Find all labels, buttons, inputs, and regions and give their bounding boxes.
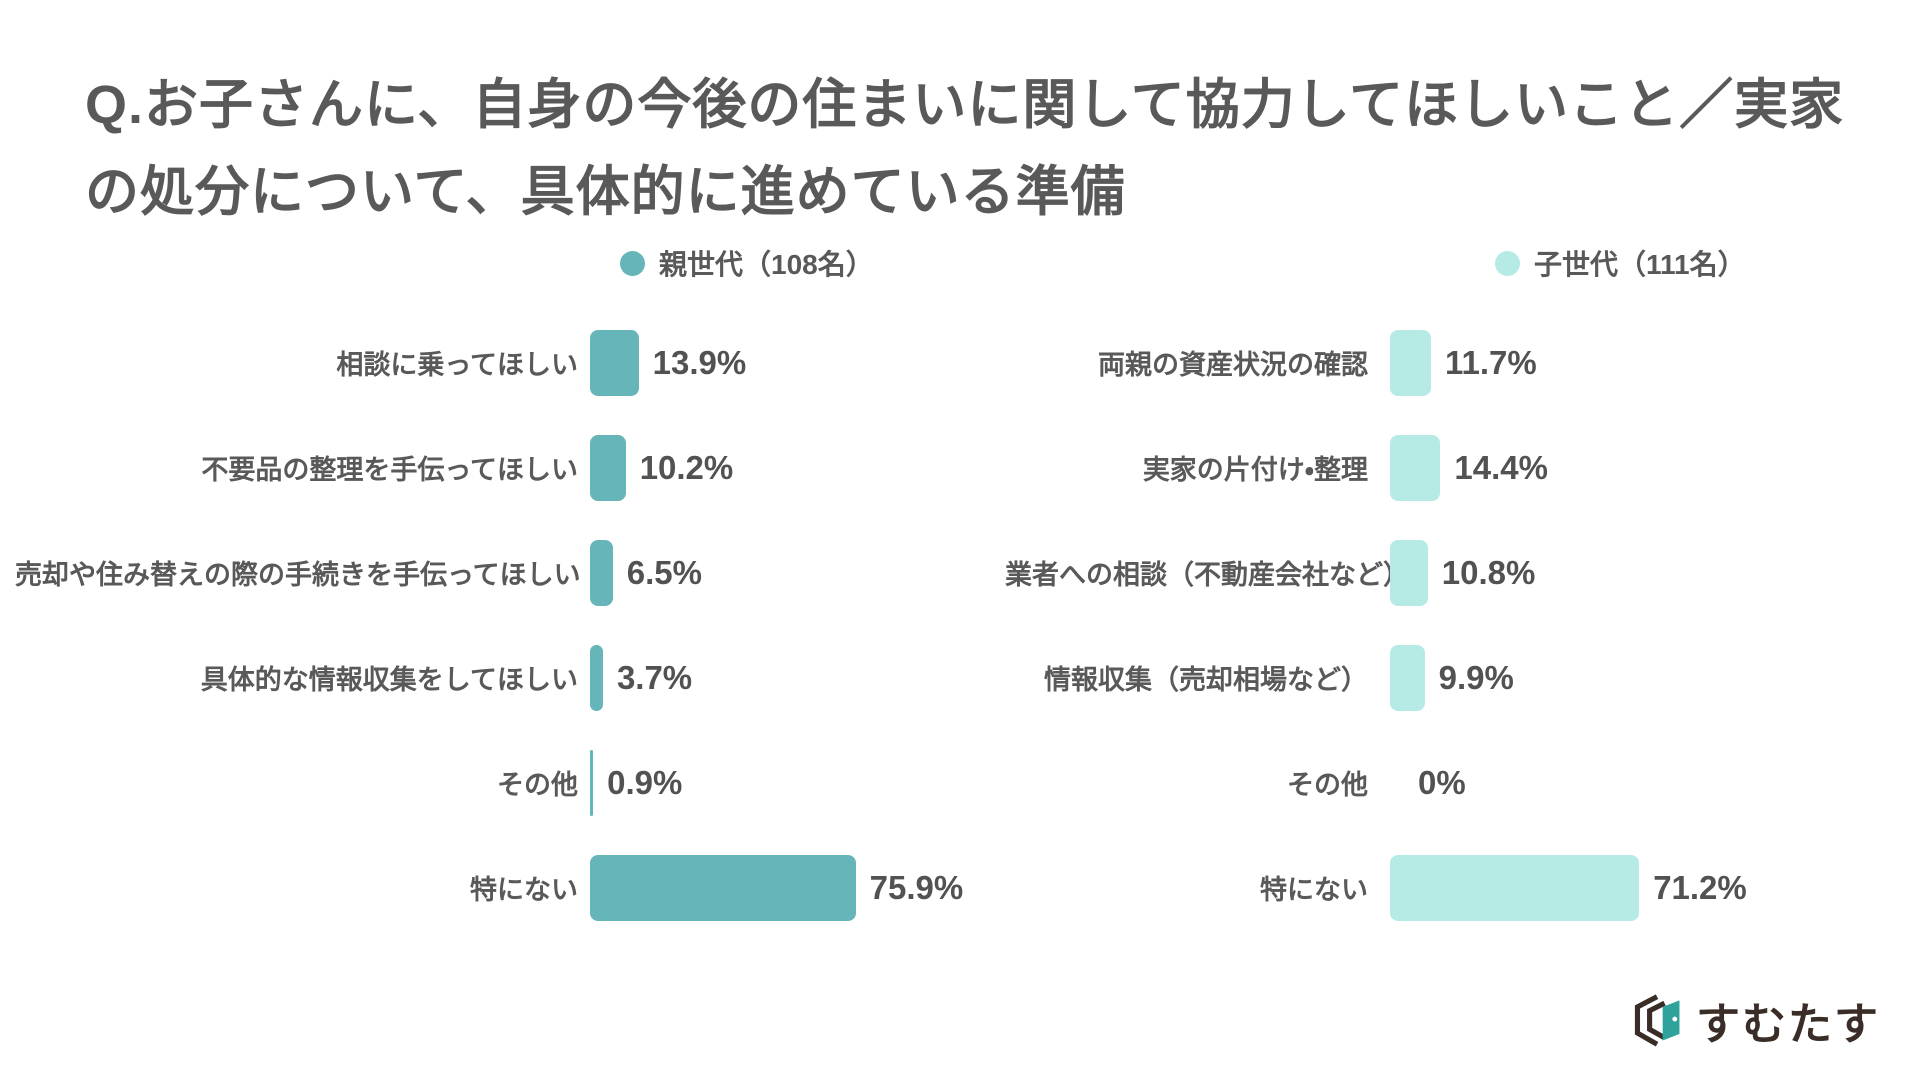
category-label: 両親の資産状況の確認 bbox=[1098, 350, 1368, 380]
page-title: Q.お子さんに、自身の今後の住まいに関して協力してほしいこと／実家 の処分につい… bbox=[85, 62, 1844, 237]
bar bbox=[1390, 329, 1431, 396]
sumutasu-logo-text: すむたす bbox=[1696, 1000, 1880, 1049]
bar-row: 情報収集（売却相場など） 9.9% bbox=[1005, 625, 1920, 730]
parent-legend-dot-icon bbox=[620, 250, 645, 276]
value-label: 9.9% bbox=[1438, 658, 1514, 696]
bar bbox=[590, 539, 613, 606]
value-label: 3.7% bbox=[616, 658, 693, 696]
category-label: その他 bbox=[497, 770, 578, 800]
bar-row: 両親の資産状況の確認 11.7% bbox=[1005, 310, 1920, 415]
category-label: 情報収集（売却相場など） bbox=[1044, 665, 1368, 695]
bar-row: 不要品の整理を手伝ってほしい 10.2% bbox=[15, 415, 960, 520]
bar-row: その他 0% bbox=[1005, 730, 1920, 835]
category-label: 実家の片付け・整理 bbox=[1142, 455, 1368, 485]
sumutasu-logo: すむたす bbox=[1630, 988, 1880, 1052]
category-label: 相談に乗ってほしい bbox=[336, 350, 578, 380]
bar bbox=[1390, 434, 1441, 501]
charts-section: 親世代（108名） 相談に乗ってほしい 13.9% 不要品の整理を手伝ってほしい 10… bbox=[0, 240, 1920, 940]
parent-legend: 親世代（108名） bbox=[15, 240, 960, 286]
bar-row: 売却や住み替えの際の手続きを手伝ってほしい 6.5% bbox=[15, 520, 960, 625]
bar bbox=[590, 644, 603, 711]
bar-row: 特にない 75.9% bbox=[15, 835, 963, 940]
value-label: 10.2% bbox=[639, 448, 734, 486]
bar-row: 業者への相談（不動産会社など） 10.8% bbox=[1005, 520, 1920, 625]
category-label: 具体的な情報収集をしてほしい bbox=[200, 665, 578, 695]
bar-row: 相談に乗ってほしい 13.9% bbox=[15, 310, 960, 415]
value-label: 71.2% bbox=[1653, 868, 1747, 906]
bar bbox=[1390, 539, 1428, 606]
value-label: 14.4% bbox=[1454, 448, 1548, 486]
value-label: 0.9% bbox=[607, 763, 683, 801]
value-label: 11.7% bbox=[1444, 343, 1537, 381]
bar bbox=[590, 329, 639, 396]
value-label: 13.9% bbox=[652, 343, 747, 381]
page-title-line-2: の処分について、具体的に進めている準備 bbox=[85, 162, 1126, 223]
value-label: 10.8% bbox=[1441, 553, 1536, 591]
sumutasu-door-icon bbox=[1634, 994, 1680, 1047]
category-label: 特にない bbox=[1260, 875, 1368, 905]
child-legend-dot-icon bbox=[1495, 250, 1520, 276]
bar bbox=[590, 854, 856, 921]
child-generation-chart: 子世代（111名） 両親の資産状況の確認 11.7% 実家の片付け・整理 14.4% 業… bbox=[960, 240, 1920, 940]
parent-bar-rows: 相談に乗ってほしい 13.9% 不要品の整理を手伝ってほしい 10.2% 売却や住み替え… bbox=[15, 310, 963, 940]
child-legend: 子世代（111名） bbox=[1005, 240, 1920, 286]
bar bbox=[1390, 644, 1425, 711]
category-label: その他 bbox=[1287, 770, 1368, 800]
category-label: 不要品の整理を手伝ってほしい bbox=[201, 455, 578, 485]
value-label: 6.5% bbox=[626, 553, 702, 591]
bar bbox=[590, 434, 626, 501]
bar-row: 具体的な情報収集をしてほしい 3.7% bbox=[15, 625, 960, 730]
page-title-line-1: Q.お子さんに、自身の今後の住まいに関して協力してほしいこと／実家 bbox=[85, 75, 1845, 135]
value-label: 0% bbox=[1418, 763, 1466, 801]
bar-row: その他 0.9% bbox=[15, 730, 960, 835]
parent-generation-chart: 親世代（108名） 相談に乗ってほしい 13.9% 不要品の整理を手伝ってほしい 10… bbox=[0, 240, 963, 940]
category-label: 売却や住み替えの際の手続きを手伝ってほしい bbox=[15, 560, 581, 590]
bar bbox=[1390, 854, 1640, 921]
child-legend-label: 子世代（111名） bbox=[1534, 249, 1746, 280]
bar-row: 特にない 71.2% bbox=[1005, 835, 1920, 940]
bar bbox=[590, 749, 594, 816]
bar-row: 実家の片付け・整理 14.4% bbox=[1005, 415, 1920, 520]
parent-legend-label: 親世代（108名） bbox=[659, 249, 874, 280]
category-label: 業者への相談（不動産会社など） bbox=[1005, 560, 1410, 590]
child-bar-rows: 両親の資産状況の確認 11.7% 実家の片付け・整理 14.4% 業者への相談（不動産会… bbox=[1005, 310, 1920, 940]
value-label: 75.9% bbox=[869, 868, 964, 906]
category-label: 特にない bbox=[470, 875, 578, 905]
